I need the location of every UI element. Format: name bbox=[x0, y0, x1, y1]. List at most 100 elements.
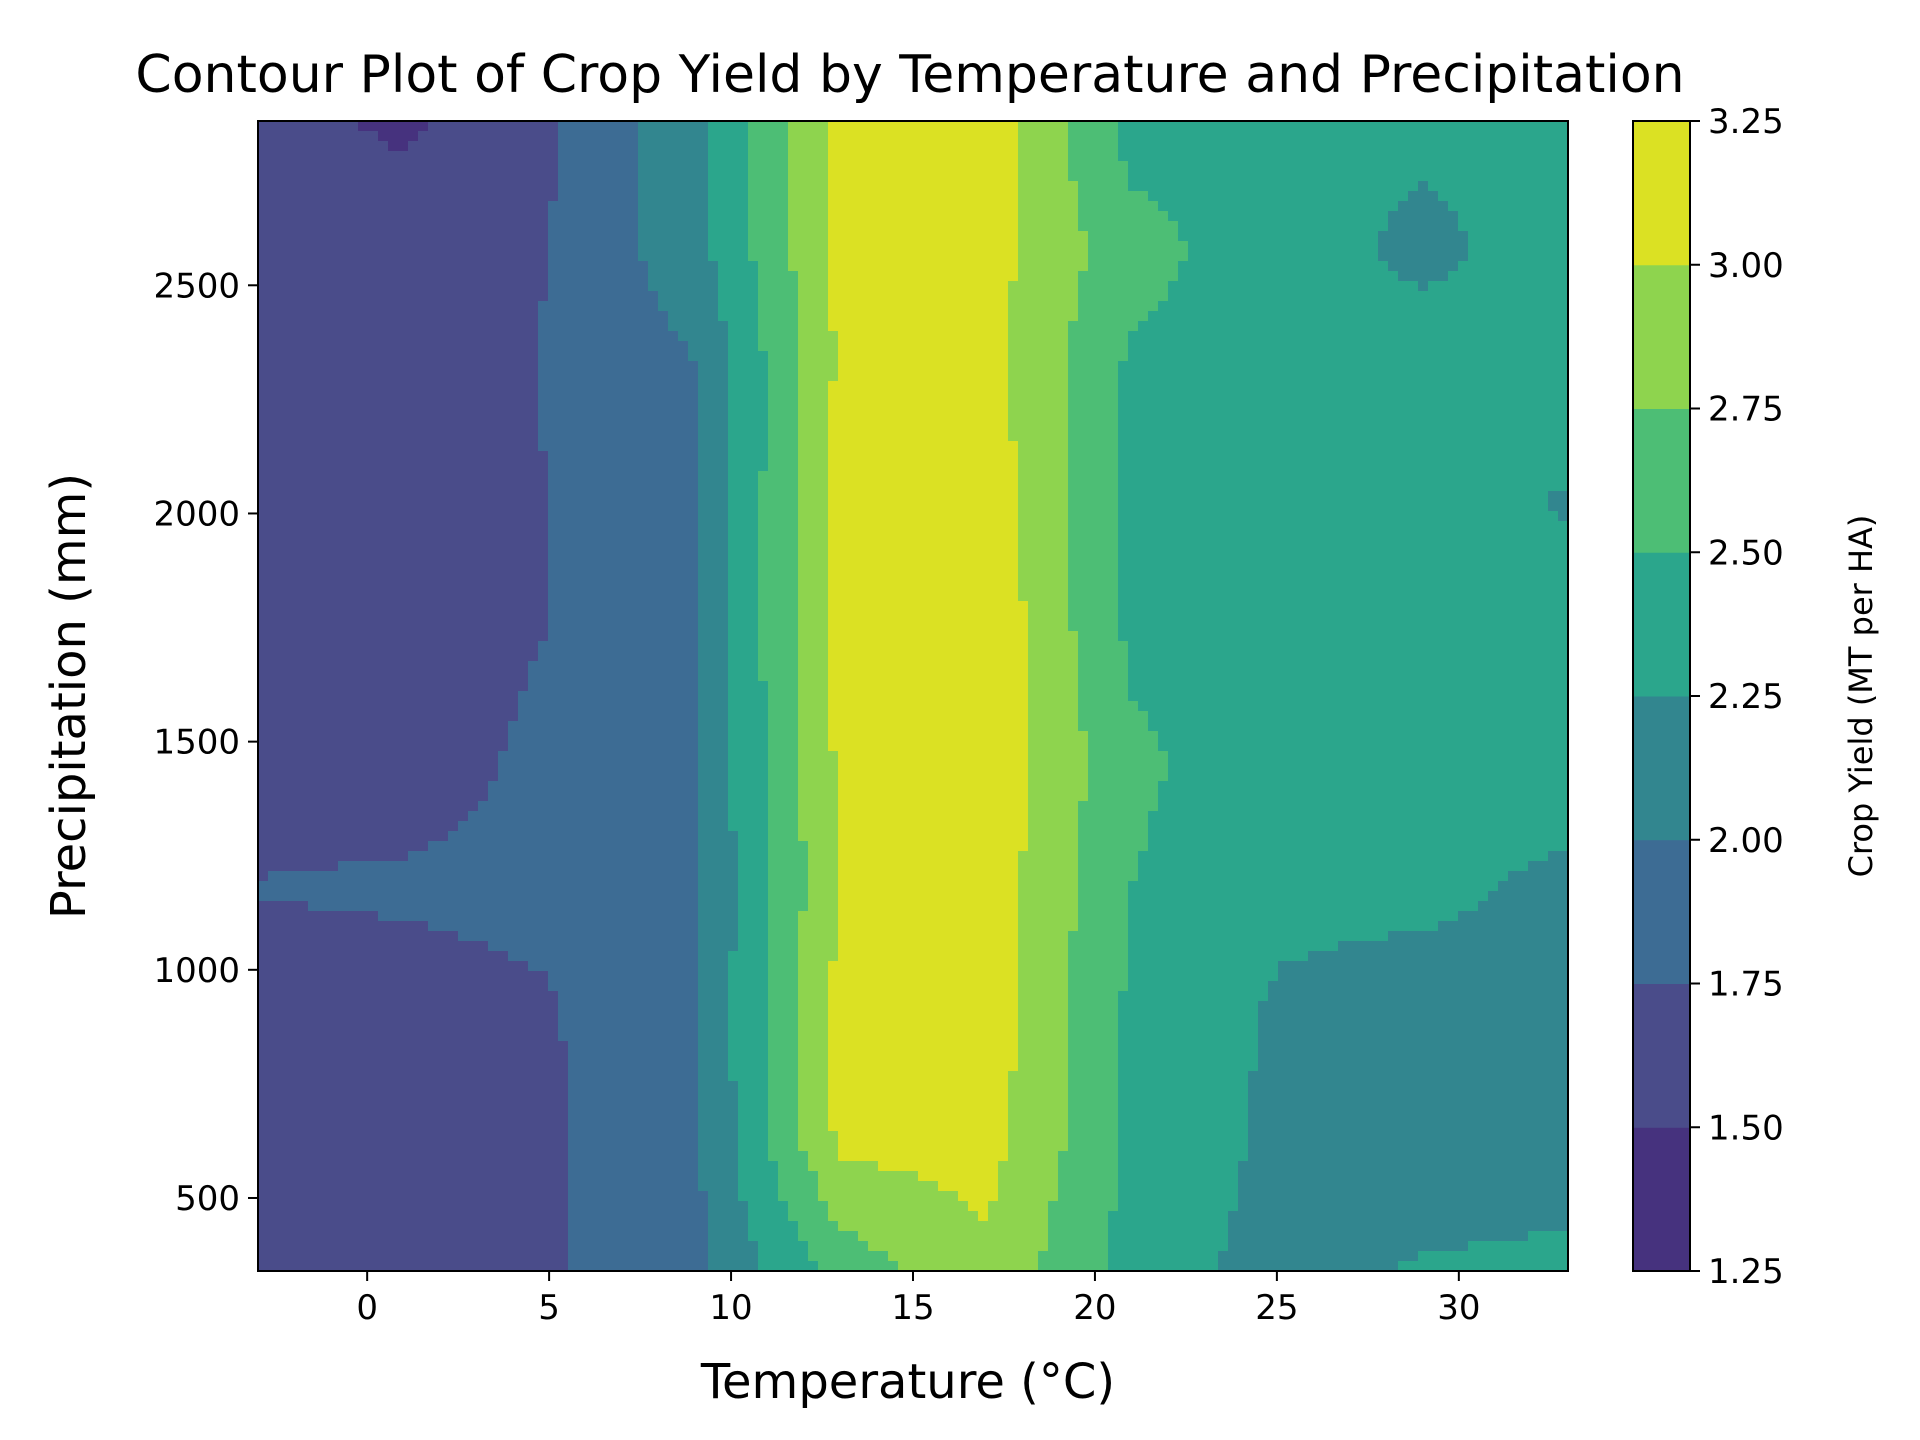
contour-cell bbox=[398, 221, 409, 232]
contour-cell bbox=[768, 221, 779, 232]
contour-cell bbox=[778, 341, 789, 352]
contour-cell bbox=[1358, 321, 1369, 332]
contour-cell bbox=[1548, 141, 1559, 152]
contour-cell bbox=[498, 331, 509, 342]
contour-cell bbox=[1258, 151, 1269, 162]
contour-cell bbox=[788, 421, 799, 432]
contour-cell bbox=[718, 341, 729, 352]
contour-cell bbox=[948, 221, 959, 232]
contour-cell bbox=[1198, 441, 1209, 452]
contour-cell bbox=[1258, 161, 1269, 172]
contour-cell bbox=[1198, 491, 1209, 502]
contour-cell bbox=[1168, 161, 1179, 172]
contour-cell bbox=[1108, 271, 1119, 282]
contour-cell bbox=[378, 431, 389, 442]
contour-cell bbox=[1458, 221, 1469, 232]
contour-cell bbox=[358, 281, 369, 292]
contour-cell bbox=[758, 131, 769, 142]
contour-cell bbox=[328, 241, 339, 252]
contour-cell bbox=[1408, 271, 1419, 282]
contour-cell bbox=[668, 181, 679, 192]
contour-cell bbox=[558, 201, 569, 212]
contour-cell bbox=[768, 161, 779, 172]
contour-cell bbox=[348, 441, 359, 452]
contour-cell bbox=[358, 331, 369, 342]
contour-cell bbox=[738, 491, 749, 502]
contour-cell bbox=[1118, 251, 1129, 262]
contour-cell bbox=[288, 291, 299, 302]
contour-cell bbox=[318, 501, 329, 512]
contour-cell bbox=[1058, 341, 1069, 352]
contour-cell bbox=[1478, 231, 1489, 242]
contour-cell bbox=[1318, 481, 1329, 492]
contour-cell bbox=[1558, 421, 1569, 432]
contour-cell bbox=[338, 461, 349, 472]
contour-cell bbox=[788, 261, 799, 272]
contour-cell bbox=[1368, 381, 1379, 392]
contour-cell bbox=[818, 201, 829, 212]
contour-cell bbox=[998, 451, 1009, 462]
contour-cell bbox=[378, 341, 389, 352]
contour-cell bbox=[1058, 231, 1069, 242]
contour-cell bbox=[1258, 481, 1269, 492]
contour-cell bbox=[728, 221, 739, 232]
contour-cell bbox=[678, 471, 689, 482]
contour-cell bbox=[1278, 311, 1289, 322]
contour-cell bbox=[1438, 291, 1449, 302]
contour-cell bbox=[748, 161, 759, 172]
contour-cell bbox=[838, 381, 849, 392]
contour-cell bbox=[828, 371, 839, 382]
contour-cell bbox=[478, 421, 489, 432]
contour-cell bbox=[268, 381, 279, 392]
contour-cell bbox=[988, 191, 999, 202]
contour-cell bbox=[1398, 181, 1409, 192]
contour-cell bbox=[1248, 401, 1259, 412]
contour-cell bbox=[518, 331, 529, 342]
contour-cell bbox=[308, 281, 319, 292]
contour-cell bbox=[868, 171, 879, 182]
contour-cell bbox=[488, 361, 499, 372]
contour-cell bbox=[278, 311, 289, 322]
contour-cell bbox=[458, 291, 469, 302]
contour-cell bbox=[1528, 121, 1539, 132]
contour-cell bbox=[1048, 291, 1059, 302]
contour-cell bbox=[758, 451, 769, 462]
contour-cell bbox=[748, 321, 759, 332]
contour-cell bbox=[1478, 271, 1489, 282]
contour-cell bbox=[1238, 411, 1249, 422]
contour-cell bbox=[308, 351, 319, 362]
contour-cell bbox=[418, 361, 429, 372]
contour-cell bbox=[558, 421, 569, 432]
contour-cell bbox=[1308, 431, 1319, 442]
contour-cell bbox=[1498, 431, 1509, 442]
contour-cell bbox=[1308, 131, 1319, 142]
contour-cell bbox=[958, 191, 969, 202]
contour-cell bbox=[468, 181, 479, 192]
contour-cell bbox=[328, 291, 339, 302]
contour-cell bbox=[558, 281, 569, 292]
contour-cell bbox=[1098, 291, 1109, 302]
contour-cell bbox=[808, 151, 819, 162]
contour-cell bbox=[518, 291, 529, 302]
contour-cell bbox=[988, 141, 999, 152]
contour-cell bbox=[318, 291, 329, 302]
contour-cell bbox=[858, 181, 869, 192]
contour-cell bbox=[1368, 311, 1379, 322]
contour-cell bbox=[1258, 441, 1269, 452]
contour-cell bbox=[738, 431, 749, 442]
contour-cell bbox=[848, 271, 859, 282]
contour-cell bbox=[478, 331, 489, 342]
contour-cell bbox=[1178, 151, 1189, 162]
contour-cell bbox=[958, 341, 969, 352]
contour-cell bbox=[508, 131, 519, 142]
contour-cell bbox=[978, 221, 989, 232]
contour-cell bbox=[1478, 311, 1489, 322]
contour-cell bbox=[448, 151, 459, 162]
contour-cell bbox=[328, 301, 339, 312]
contour-cell bbox=[458, 241, 469, 252]
contour-cell bbox=[968, 231, 979, 242]
contour-cell bbox=[968, 371, 979, 382]
contour-cell bbox=[798, 271, 809, 282]
contour-cell bbox=[308, 131, 319, 142]
contour-cell bbox=[1048, 141, 1059, 152]
